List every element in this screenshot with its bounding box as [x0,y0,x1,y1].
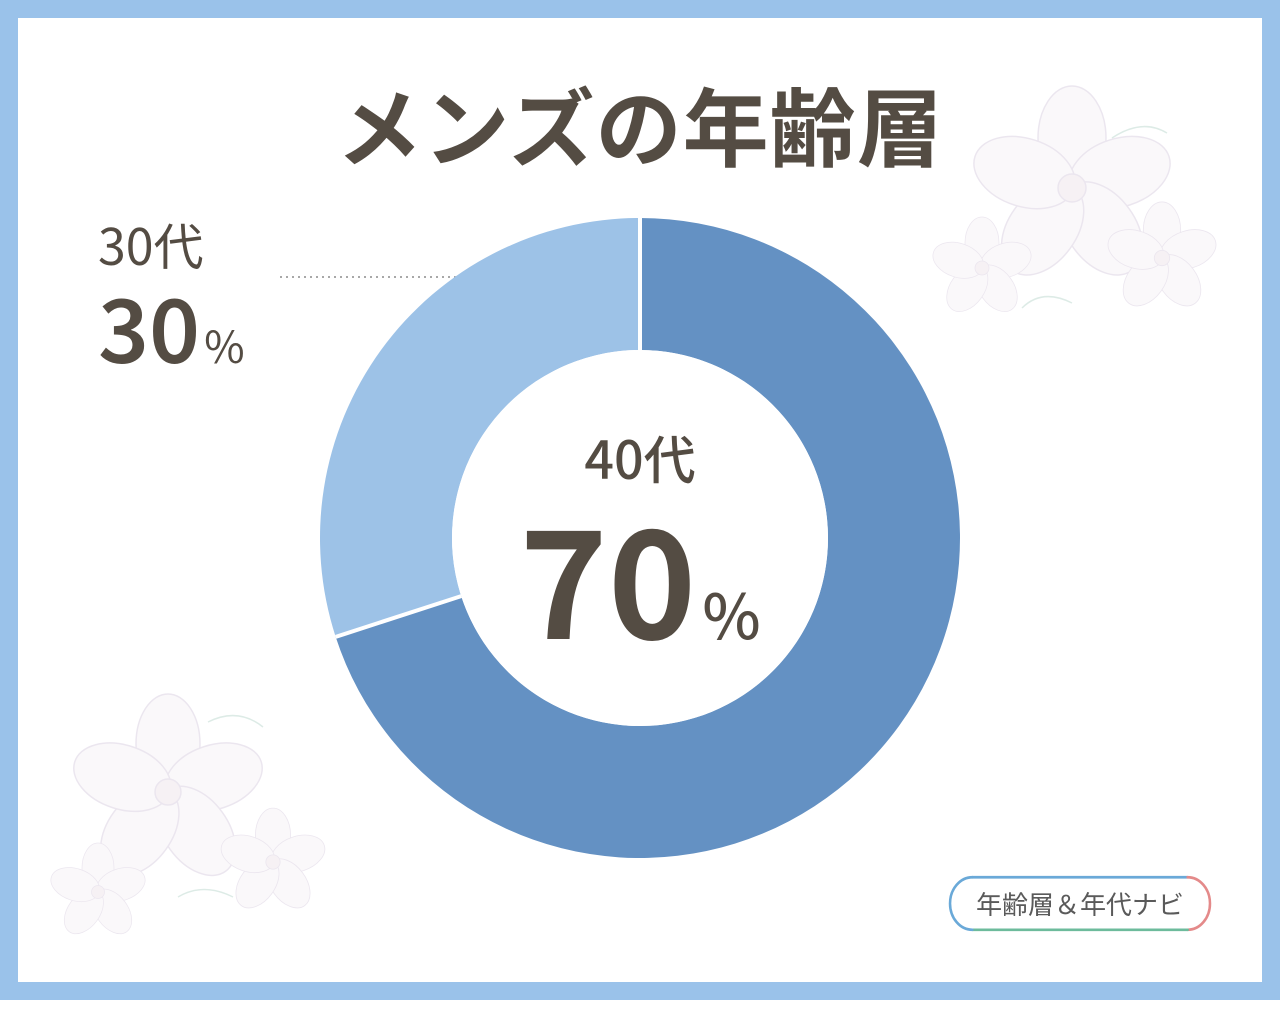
source-badge-text: 年齢層＆年代ナビ [976,885,1184,922]
slice-label-30s: 30代 30 % [98,208,245,376]
flower-decoration-bottom-left [38,662,338,942]
slice-value-40s: 70 [519,500,696,650]
percent-sign: % [204,312,245,376]
slice-label-40s: 40代 70 % [519,419,760,657]
donut-chart: 40代 70 % [320,218,960,858]
slice-value-30s: 30 [98,282,200,370]
outer-frame: メンズの年齢層 30代 30 % 40代 70 % 年齢層＆年代ナビ [0,0,1280,1000]
source-badge: 年齢層＆年代ナビ [948,875,1212,932]
flower-decoration-top-right [912,78,1232,358]
percent-sign: % [702,567,760,657]
chart-title: メンズの年齢層 [336,60,943,185]
